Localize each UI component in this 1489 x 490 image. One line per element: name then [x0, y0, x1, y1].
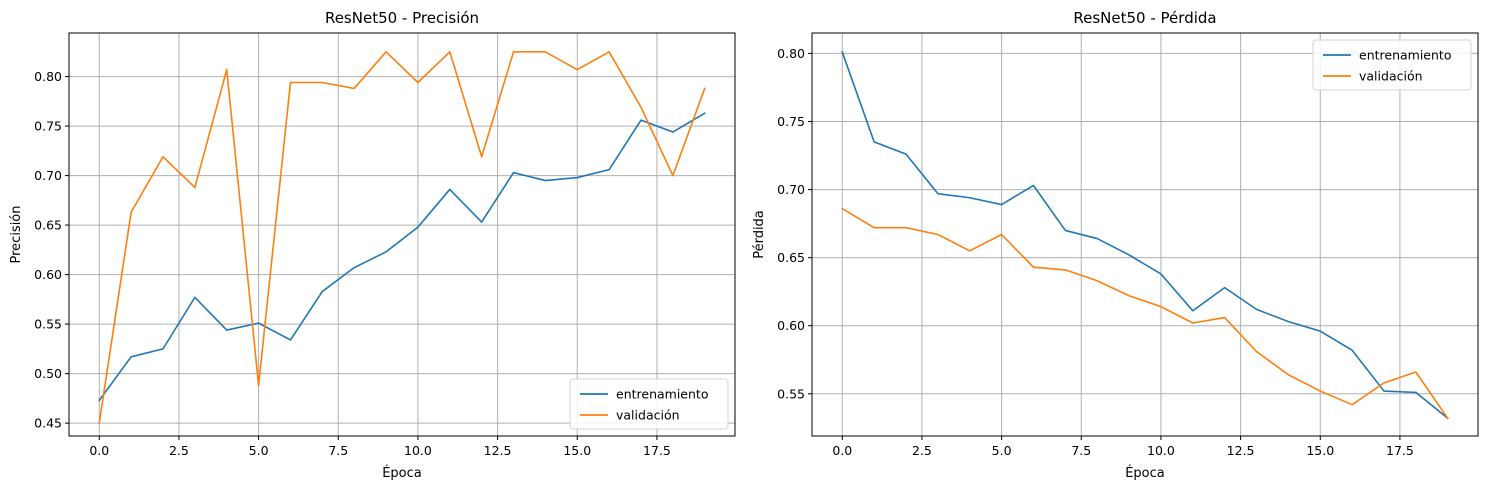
y-tick-label: 0.75: [34, 119, 62, 134]
x-tick-label: 0.0: [832, 443, 852, 458]
y-tick-label: 0.45: [34, 416, 62, 431]
y-axis-label: Precisión: [9, 205, 24, 263]
x-tick-label: 0.0: [89, 443, 109, 458]
legend-label-train: entrenamiento: [616, 387, 708, 402]
x-tick-label: 17.5: [643, 443, 671, 458]
y-tick-label: 0.55: [777, 386, 805, 401]
x-tick-label: 5.0: [249, 443, 269, 458]
y-tick-label: 0.70: [34, 168, 62, 183]
x-axis-label: Época: [382, 465, 422, 481]
y-tick-label: 0.80: [34, 69, 62, 84]
x-tick-label: 15.0: [1306, 443, 1334, 458]
accuracy-chart: ResNet50 - Precisión Época Precisión 0.0…: [9, 9, 736, 481]
chart-title: ResNet50 - Pérdida: [1073, 9, 1216, 27]
series-line-val: [841, 207, 1449, 420]
legend-box: [569, 378, 729, 430]
x-tick-label: 2.5: [912, 443, 932, 458]
y-tick-label: 0.80: [777, 46, 805, 61]
y-tick-label: 0.75: [777, 114, 805, 129]
loss-chart: ResNet50 - Pérdida Época Pérdida 0.0 2.5 5…: [752, 9, 1479, 481]
grid: [69, 33, 735, 436]
x-tick-label: 10.0: [404, 443, 432, 458]
x-tick-label: 5.0: [992, 443, 1012, 458]
series-line-train: [98, 112, 706, 402]
plot-frame: [811, 32, 1479, 437]
x-tick-label: 10.0: [1147, 443, 1175, 458]
grid: [812, 33, 1478, 436]
series-line-train: [841, 51, 1449, 420]
x-tick-label: 12.5: [484, 443, 512, 458]
y-tick-label: 0.60: [34, 267, 62, 282]
y-tick-label: 0.55: [34, 317, 62, 332]
legend-box: [1312, 39, 1472, 91]
x-tick-label: 12.5: [1227, 443, 1255, 458]
x-tick-label: 15.0: [563, 443, 591, 458]
chart-title: ResNet50 - Precisión: [325, 9, 479, 27]
series-line-val: [98, 51, 706, 425]
y-tick-label: 0.65: [777, 250, 805, 265]
legend-label-val: validación: [616, 408, 680, 423]
plot-frame: [68, 32, 736, 437]
y-tick-label: 0.65: [34, 218, 62, 233]
x-tick-label: 17.5: [1386, 443, 1414, 458]
x-tick-label: 7.5: [328, 443, 348, 458]
legend-label-val: validación: [1359, 69, 1423, 84]
y-tick-label: 0.70: [777, 182, 805, 197]
legend-label-train: entrenamiento: [1359, 48, 1451, 63]
y-tick-label: 0.50: [34, 366, 62, 381]
x-axis-label: Época: [1125, 465, 1165, 481]
x-tick-label: 7.5: [1071, 443, 1091, 458]
x-tick-label: 2.5: [169, 443, 189, 458]
y-axis-label: Pérdida: [752, 210, 767, 259]
y-tick-label: 0.60: [777, 318, 805, 333]
